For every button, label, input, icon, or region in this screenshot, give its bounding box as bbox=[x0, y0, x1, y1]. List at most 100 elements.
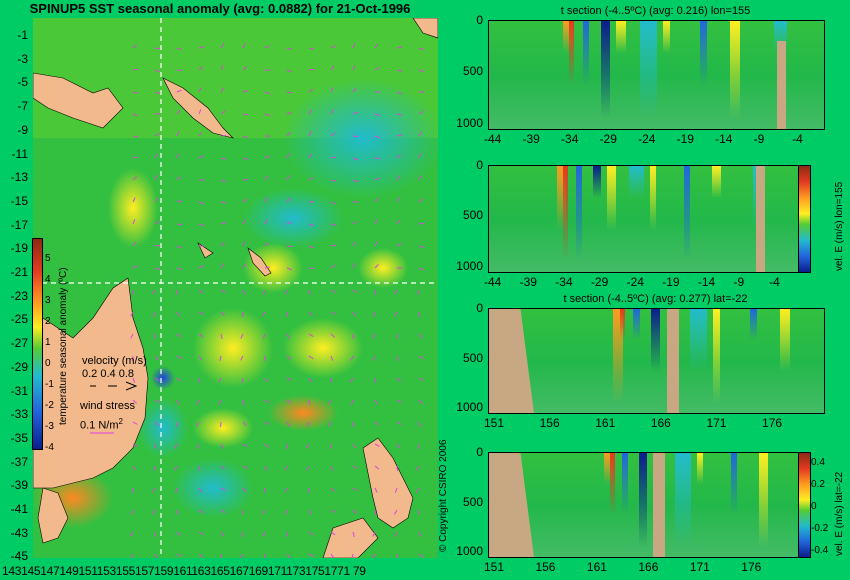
wind-vector bbox=[220, 110, 226, 115]
map-y-tick: -5 bbox=[17, 75, 28, 90]
wind-vector bbox=[286, 69, 292, 73]
wind-vector bbox=[418, 377, 424, 381]
wind-vector bbox=[132, 113, 138, 117]
velocity-legend-values: 0.2 0.4 0.8 bbox=[82, 368, 134, 380]
wind-vector bbox=[286, 377, 292, 381]
wind-vector bbox=[242, 198, 248, 203]
wind-vector bbox=[264, 197, 268, 203]
wind-vector bbox=[220, 289, 226, 293]
anomaly-colorbar-tick: -2 bbox=[45, 400, 54, 411]
wind-vector bbox=[262, 531, 266, 537]
wind-vector bbox=[374, 66, 380, 71]
wind-vector bbox=[242, 219, 246, 225]
wind-vector bbox=[198, 553, 203, 558]
wind-vector bbox=[130, 311, 134, 317]
anomaly-colorbar-tick: -1 bbox=[45, 379, 54, 390]
wind-vector bbox=[154, 553, 158, 558]
wind-vector bbox=[418, 153, 422, 159]
wind-vector bbox=[374, 465, 380, 470]
wind-vector bbox=[220, 509, 226, 514]
wind-vector bbox=[242, 90, 248, 93]
wind-vector bbox=[176, 131, 180, 137]
wind-vector bbox=[176, 509, 179, 515]
wind-vector bbox=[220, 263, 224, 269]
wind-vector bbox=[220, 43, 225, 49]
section-feature bbox=[616, 21, 627, 54]
wind-vector bbox=[308, 109, 312, 115]
sst-anomaly-map bbox=[33, 18, 438, 558]
anomaly-colorbar-label: temperature seasonal anomaly (ºC) bbox=[58, 267, 69, 425]
wind-vector bbox=[154, 132, 160, 137]
wind-vector bbox=[372, 333, 376, 339]
section-feature bbox=[562, 21, 573, 54]
wind-vector bbox=[176, 531, 181, 537]
wind-vector bbox=[352, 311, 356, 317]
wind-vector bbox=[396, 219, 401, 225]
wind-vector bbox=[396, 399, 402, 403]
wind-vector bbox=[330, 201, 336, 205]
section-feature bbox=[563, 166, 569, 262]
wind-vector bbox=[416, 487, 420, 493]
section-feature bbox=[690, 309, 707, 372]
wind-vector bbox=[330, 109, 334, 115]
wind-vector bbox=[395, 333, 398, 340]
wind-vector bbox=[220, 87, 224, 93]
wind-vector bbox=[220, 222, 226, 225]
wind-vector bbox=[330, 553, 335, 558]
wind-vector bbox=[330, 311, 336, 315]
wind-stress-label: wind stress bbox=[80, 400, 136, 412]
wind-vector bbox=[396, 154, 402, 159]
map-x-axis: 1431451471491511531551571591611631651671… bbox=[2, 564, 366, 578]
wind-vector bbox=[418, 47, 424, 51]
wind-vector bbox=[154, 69, 160, 73]
velocity-colorbar-lat bbox=[798, 452, 811, 558]
section-feature bbox=[758, 453, 768, 547]
wind-vector bbox=[394, 509, 398, 515]
wind-vector bbox=[308, 176, 314, 181]
wind-vector bbox=[396, 243, 402, 247]
section-x-tick: -39 bbox=[522, 132, 540, 146]
wind-vector bbox=[330, 465, 334, 471]
wind-vector bbox=[241, 377, 244, 383]
wind-vector bbox=[417, 443, 420, 449]
section-x-tick: -39 bbox=[519, 275, 537, 289]
wind-vector bbox=[374, 241, 378, 247]
land-mask bbox=[777, 41, 787, 129]
section-y-tick: 0 bbox=[476, 301, 483, 315]
wind-vector bbox=[176, 333, 182, 338]
wind-vector bbox=[198, 289, 203, 294]
wind-vector bbox=[132, 44, 138, 49]
wind-vector bbox=[242, 443, 248, 447]
section-plot bbox=[488, 20, 825, 130]
wind-vector bbox=[174, 443, 178, 449]
wind-vector bbox=[242, 157, 248, 160]
section-x-tick: 166 bbox=[638, 560, 659, 574]
section-feature bbox=[639, 453, 648, 547]
map-y-tick: -25 bbox=[10, 312, 28, 327]
wind-vector bbox=[330, 132, 336, 137]
section-x-tick: 161 bbox=[586, 560, 607, 574]
wind-vector bbox=[198, 201, 204, 205]
wind-vector bbox=[351, 553, 354, 558]
wind-vector bbox=[220, 311, 225, 317]
wind-vector bbox=[176, 200, 182, 203]
wind-vector bbox=[374, 487, 378, 493]
wind-vector bbox=[350, 355, 354, 361]
wind-vector bbox=[286, 91, 293, 94]
section-feature bbox=[612, 309, 623, 403]
wind-vector bbox=[330, 244, 336, 247]
wind-vector bbox=[154, 175, 158, 181]
map-y-tick: -17 bbox=[10, 217, 28, 232]
wind-vector bbox=[416, 289, 420, 295]
wind-stress-arrow bbox=[90, 432, 114, 434]
wind-vector bbox=[418, 131, 423, 137]
wind-vector bbox=[374, 264, 379, 269]
wind-vector bbox=[264, 45, 270, 49]
wind-vector bbox=[352, 135, 359, 138]
section-plot bbox=[488, 308, 825, 414]
wind-vector bbox=[264, 175, 269, 181]
anomaly-colorbar bbox=[32, 238, 43, 450]
wind-vector bbox=[220, 333, 223, 339]
wind-vector bbox=[242, 465, 248, 470]
wind-vector bbox=[394, 289, 398, 295]
